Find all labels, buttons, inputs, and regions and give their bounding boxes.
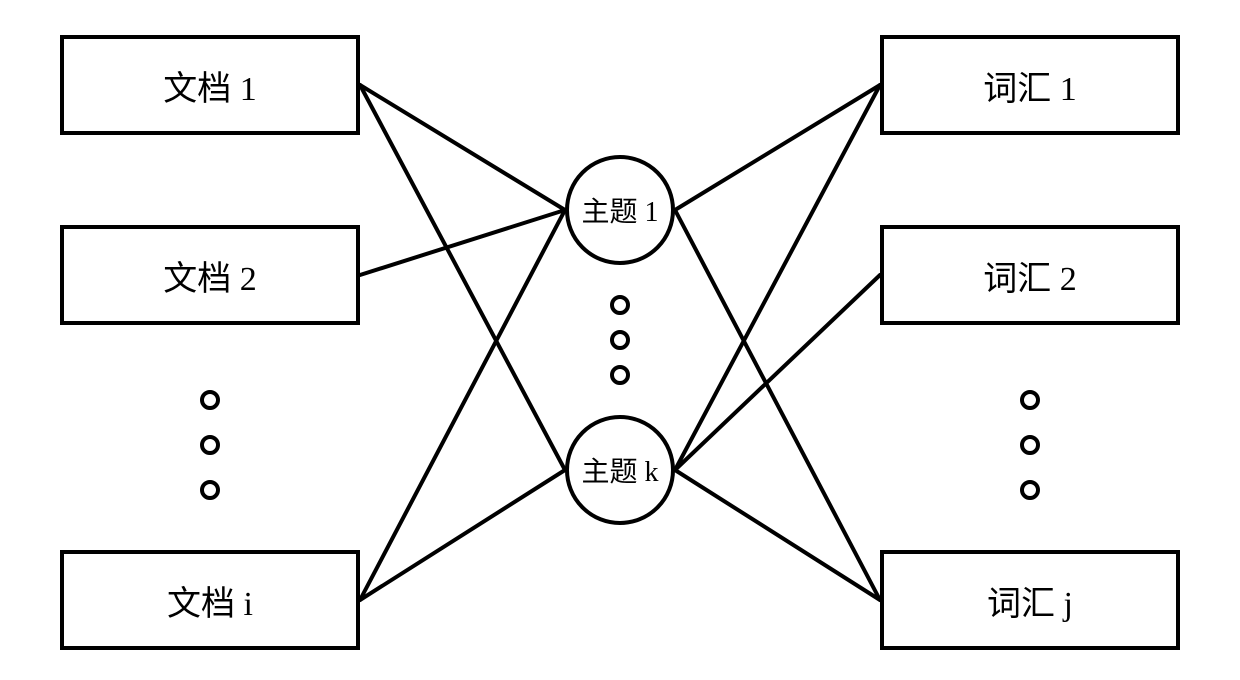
edge — [360, 470, 565, 600]
node-doc2: 文档 2 — [60, 225, 360, 325]
edge — [360, 210, 565, 600]
node-label: 文档 1 — [163, 61, 257, 110]
node-doc1: 文档 1 — [60, 35, 360, 135]
edge — [675, 210, 880, 600]
node-topic1: 主题 1 — [565, 155, 675, 265]
node-label: 主题 1 — [581, 190, 658, 230]
ellipsis-dot — [1020, 480, 1040, 500]
ellipsis-dot — [610, 330, 630, 350]
node-label: 文档 i — [167, 576, 253, 625]
node-doci: 文档 i — [60, 550, 360, 650]
edge — [360, 85, 565, 210]
node-word2: 词汇 2 — [880, 225, 1180, 325]
edge — [675, 85, 880, 470]
ellipsis-dot — [610, 365, 630, 385]
node-label: 词汇 2 — [983, 251, 1077, 300]
ellipsis-dot — [200, 480, 220, 500]
edge — [675, 85, 880, 210]
diagram-stage: 文档 1 文档 2 文档 i 词汇 1 词汇 2 词汇 j 主题 1 主题 k — [0, 0, 1240, 680]
ellipsis-dot — [610, 295, 630, 315]
ellipsis-dot — [200, 390, 220, 410]
ellipsis-dot — [1020, 435, 1040, 455]
ellipsis-dot — [1020, 390, 1040, 410]
node-label: 文档 2 — [163, 251, 257, 300]
edge — [675, 470, 880, 600]
edge — [675, 275, 880, 470]
node-topick: 主题 k — [565, 415, 675, 525]
edge — [360, 85, 565, 470]
node-word1: 词汇 1 — [880, 35, 1180, 135]
node-label: 词汇 j — [987, 576, 1073, 625]
ellipsis-dot — [200, 435, 220, 455]
node-label: 词汇 1 — [983, 61, 1077, 110]
node-label: 主题 k — [581, 450, 658, 490]
node-wordj: 词汇 j — [880, 550, 1180, 650]
